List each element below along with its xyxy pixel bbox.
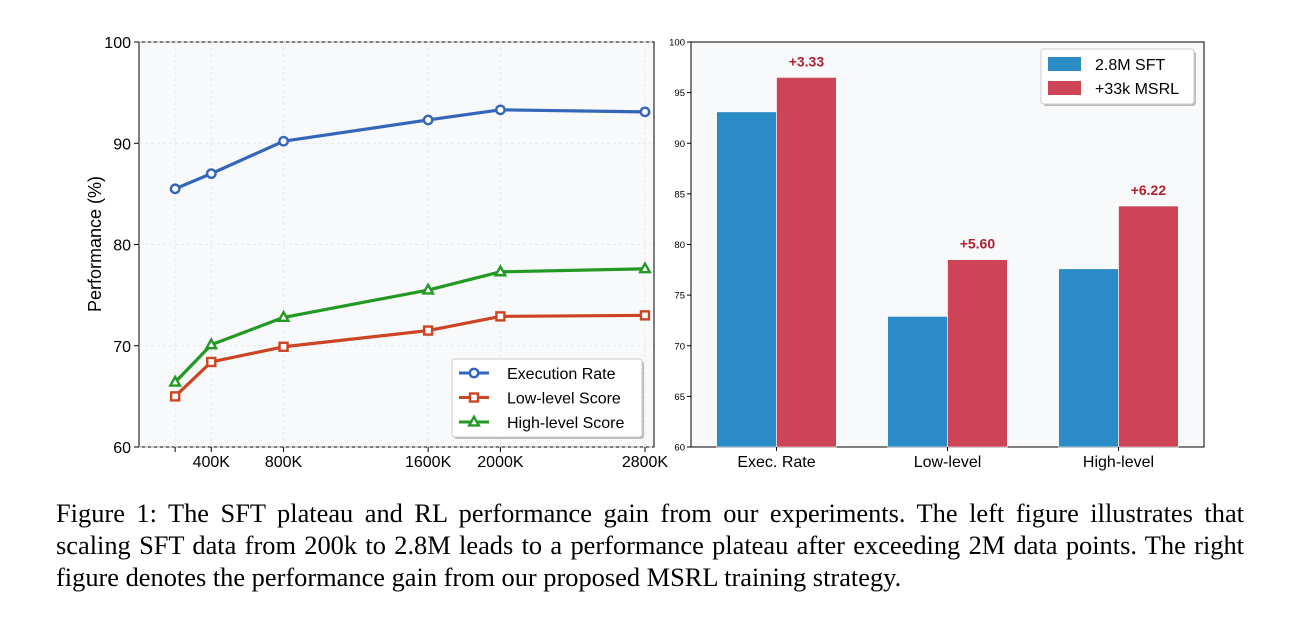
bar-group [716,77,1179,448]
-33k-msrl-legend-swatch [1048,81,1081,95]
y-axis-title: Performance (%) [85,176,105,312]
line-chart-legend: Execution Rate Low-level Score High-level … [451,358,644,439]
y-tick-label: 65 [674,392,685,403]
y-tick-label: 90 [674,139,685,150]
execution-rate-point [495,104,506,116]
bar--33k-msrl [947,259,1008,448]
figure: 60 70 80 90 100 400K 800K 1600K 2000K 2800K Perf… [85,35,1205,471]
y-tick-label: 60 [113,440,131,457]
left-gridlines [139,41,654,448]
gain-annotation: +3.33 [789,53,825,69]
execution-rate-point [278,135,289,147]
y-tick-label: 80 [113,238,131,255]
figure-caption: Figure 1: The SFT plateau and RL perform… [56,498,1244,592]
y-tick-label: 80 [674,240,685,251]
bar-annotations: +3.33 +5.60 +6.22 [789,53,1167,251]
low-level-score-point [278,341,289,352]
x-tick-label: 2000K [477,454,524,471]
low-level-score-point [422,325,434,336]
-33k-msrl-legend-label: +33k MSRL [1095,81,1179,98]
y-tick-label: 75 [674,291,685,302]
x-tick-label: 1600K [405,454,452,471]
gain-annotation: +5.60 [960,236,996,252]
high-level-score-point [493,264,508,277]
y-tick-label: 60 [674,443,685,454]
x-tick-label: High-level [1083,454,1154,471]
line-chart-panel: 60 70 80 90 100 400K 800K 1600K 2000K 2800K Perf… [85,35,668,471]
bar--33k-msrl [1118,205,1179,448]
right-y-ticks: 60 65 70 75 80 85 90 95 100 [669,38,691,454]
legend-box [451,358,643,438]
execution-rate-point [422,114,434,126]
low-level-score-point [495,311,506,322]
execution-rate-legend-label: Execution Rate [507,366,616,383]
2-8m-sft-legend-swatch [1048,57,1081,71]
gain-annotation: +6.22 [1131,182,1167,198]
x-tick-label: 400K [193,454,231,471]
y-tick-label: 100 [669,38,685,49]
high-level-score-point [168,374,182,387]
execution-rate-point [205,168,217,180]
execution-rate-line [173,108,647,191]
bar-2-8m-sft [716,111,777,448]
bar-chart-legend: 2.8M SFT +33k MSRL [1040,48,1196,106]
y-tick-label: 70 [113,339,131,356]
y-tick-label: 90 [113,136,131,153]
low-level-score-line [173,313,647,398]
high-level-score-legend-marker [467,414,481,427]
x-tick-label: 800K [265,454,303,471]
low-level-score-point [169,391,181,402]
bar-chart-panel: 60 65 70 75 80 85 90 95 100 +3.33 +5.60 +6.22 Exec… [669,38,1205,471]
y-tick-label: 95 [674,88,685,99]
bar-2-8m-sft [1058,268,1119,448]
x-tick-label: Low-level [914,454,982,471]
low-level-score-legend-label: Low-level Score [507,391,621,408]
bar--33k-msrl [776,77,837,448]
y-tick-label: 100 [104,35,131,52]
high-level-score-point [638,261,652,274]
low-level-score-point [639,310,651,321]
left-y-ticks: 60 70 80 90 100 [104,35,139,457]
execution-rate-point [169,183,181,195]
high-level-score-point [276,309,291,322]
x-tick-label: Exec. Rate [737,454,815,471]
y-tick-label: 85 [674,189,685,200]
high-level-score-line [173,267,647,384]
high-level-score-legend-label: High-level Score [507,415,624,432]
left-x-ticks: 400K 800K 1600K 2000K 2800K [174,447,669,471]
right-x-ticks: Exec. Rate Low-level High-level [737,447,1154,471]
low-level-score-point [206,356,217,368]
low-level-score-legend-marker [468,392,480,403]
line-series-group [168,104,652,402]
y-tick-label: 70 [674,341,685,352]
execution-rate-legend-marker [468,367,480,379]
bar-2-8m-sft [887,316,948,448]
2-8m-sft-legend-label: 2.8M SFT [1095,57,1165,74]
high-level-score-point [204,337,219,350]
x-tick-label: 2800K [622,454,669,471]
execution-rate-point [639,106,651,118]
high-level-score-point [421,282,435,295]
